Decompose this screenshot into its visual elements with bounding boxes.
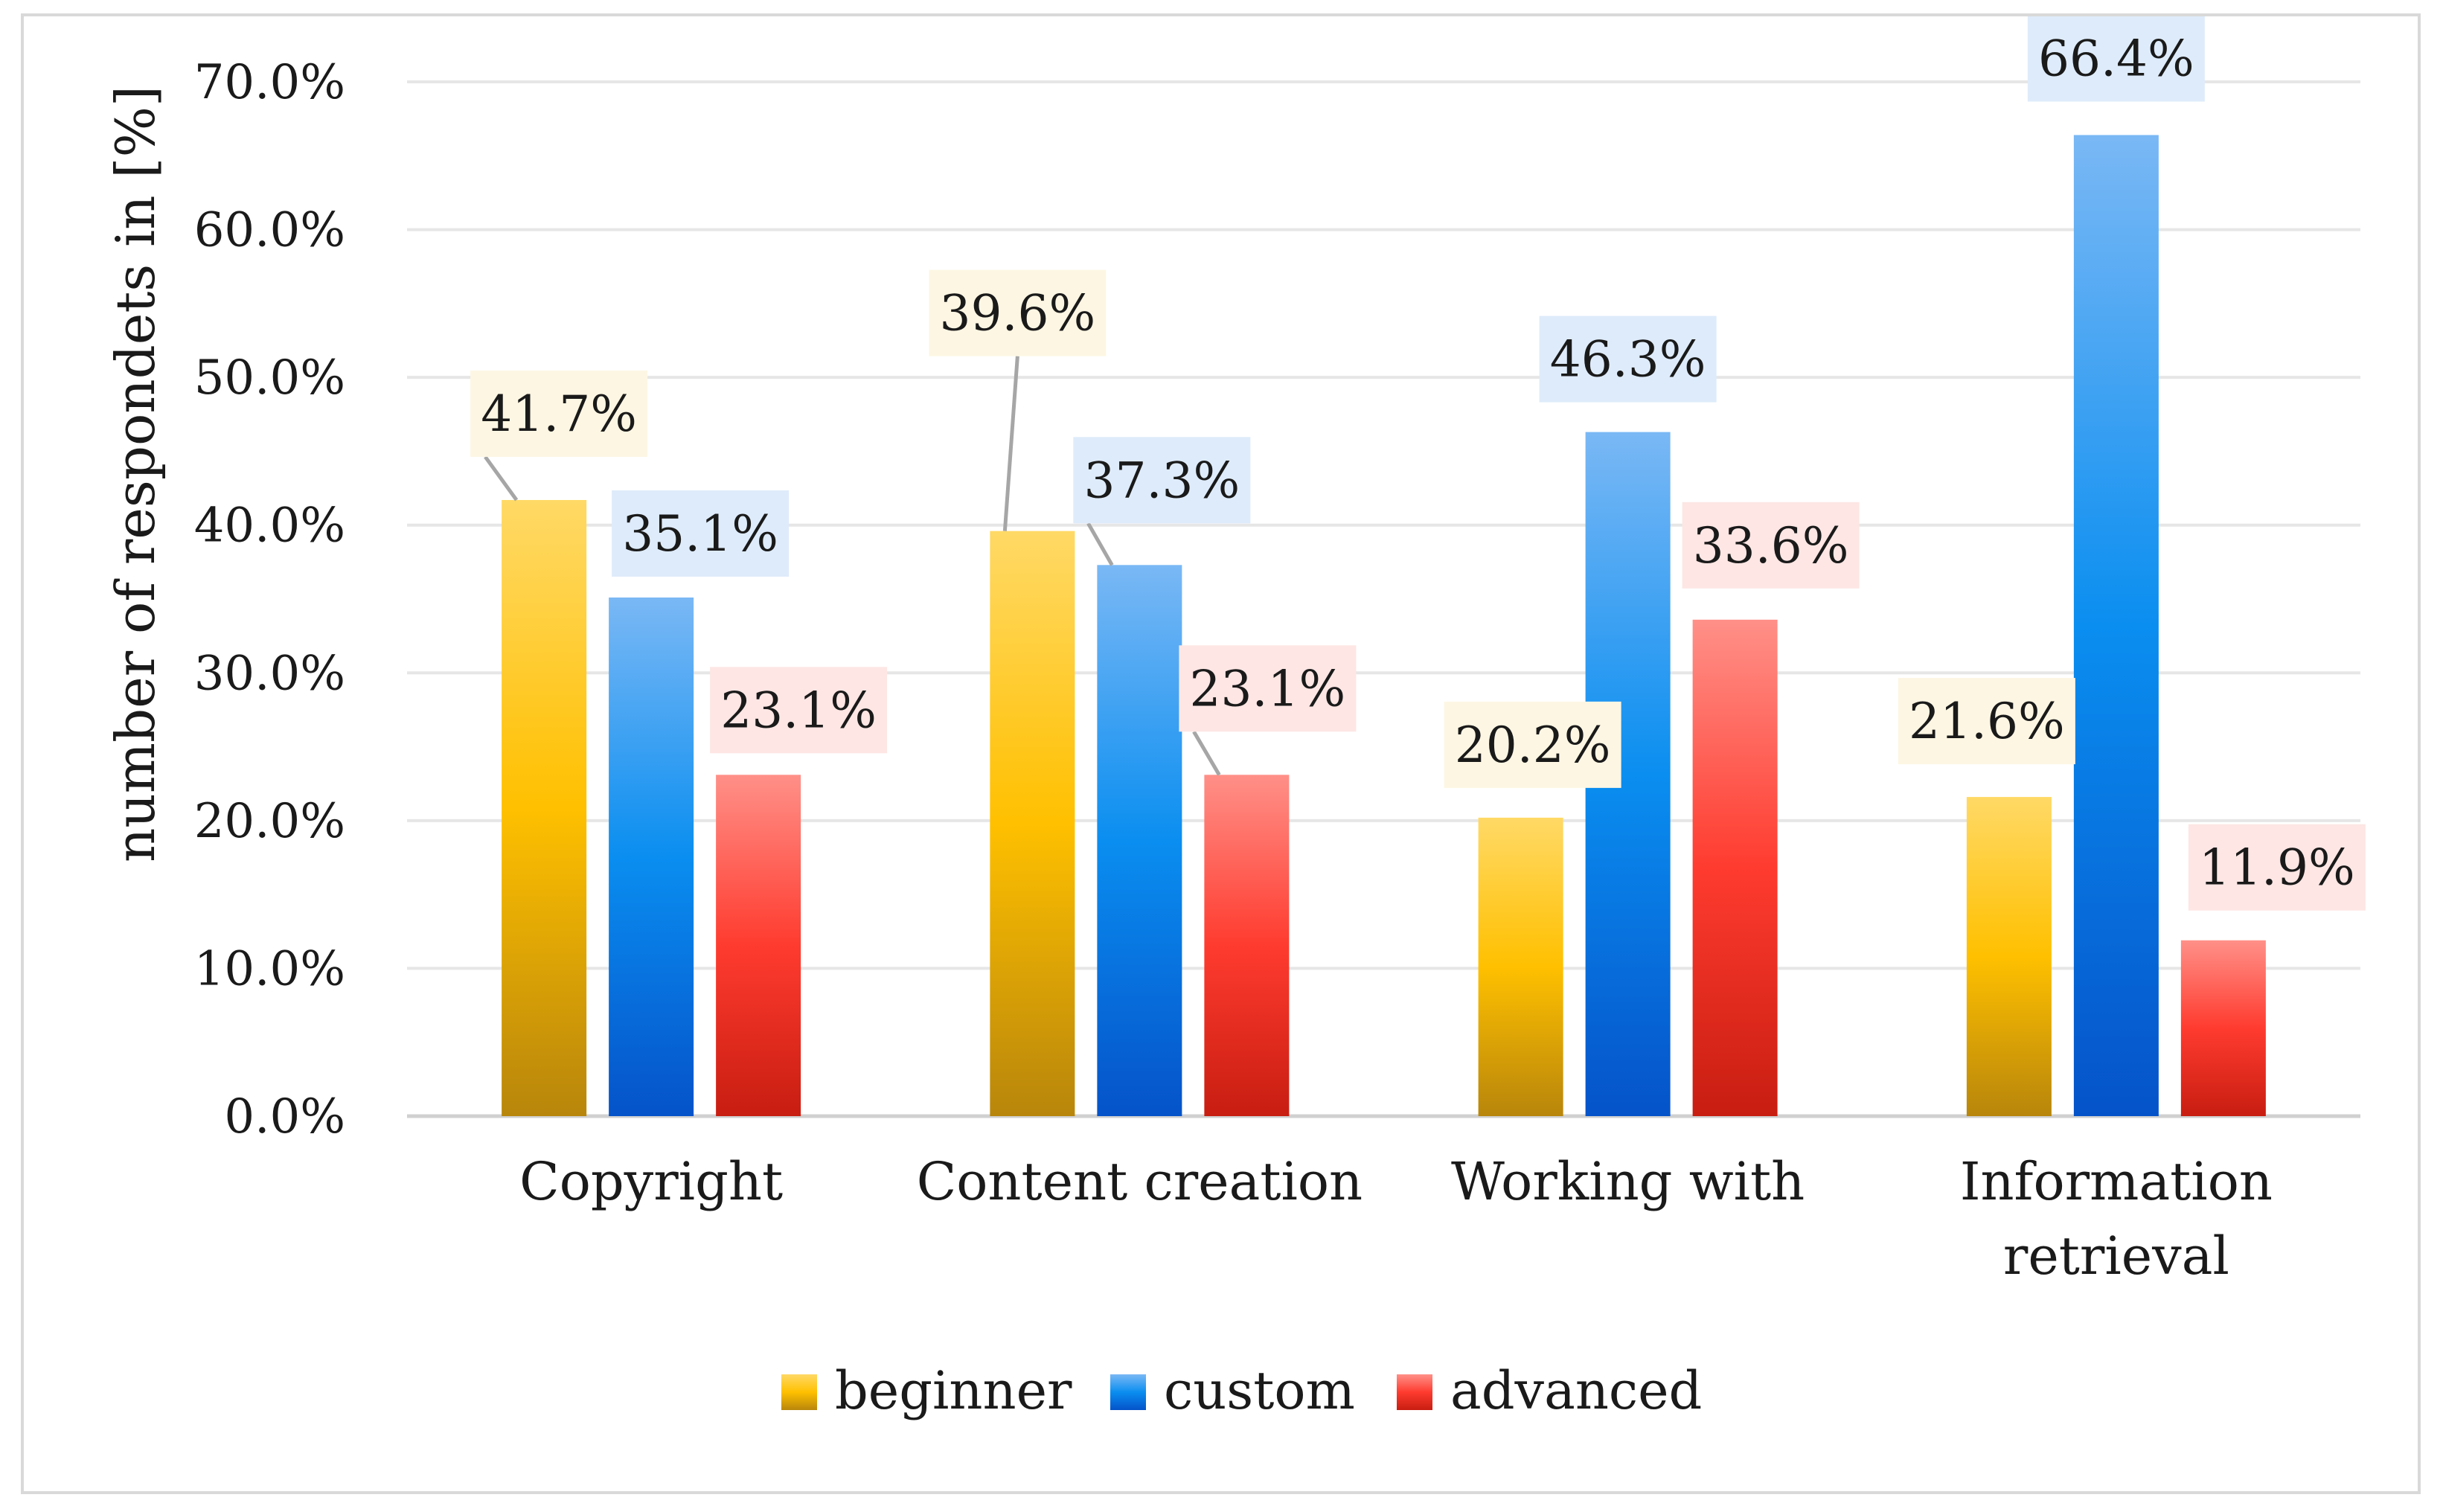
data-label-box xyxy=(2188,824,2366,911)
data-label-box xyxy=(1898,678,2075,765)
y-tick-label: 40.0% xyxy=(194,499,345,554)
y-tick-label: 10.0% xyxy=(194,941,345,996)
bar-custom-1 xyxy=(609,598,694,1116)
bar-custom-2 xyxy=(1097,565,1182,1116)
legend-label-custom: custom xyxy=(1164,1360,1355,1421)
data-label-advanced-1: 23.1% xyxy=(720,682,877,739)
chart-frame: 0.0% 10.0% 20.0% 30.0% 40.0% 50.0% 60.0% 70.0% … xyxy=(21,13,2421,1494)
data-label-box xyxy=(1539,315,1717,403)
leader-line xyxy=(484,455,519,502)
x-category-label: Information xyxy=(1960,1151,2273,1212)
data-label-beginner-1: 41.7% xyxy=(481,385,637,443)
data-label-advanced-4: 11.9% xyxy=(2199,839,2355,897)
legend-label-beginner: beginner xyxy=(835,1360,1072,1421)
y-tick-label: 60.0% xyxy=(194,203,345,258)
data-label-box xyxy=(1179,645,1357,732)
leader-line xyxy=(1086,522,1114,566)
label-leaders xyxy=(484,356,1221,776)
legend: beginner custom advanced xyxy=(781,1360,1702,1421)
data-label-advanced-3: 33.6% xyxy=(1693,517,1849,574)
x-category-label: retrieval xyxy=(2003,1226,2229,1287)
x-axis: Copyright Content creation Working with Inf… xyxy=(519,1151,2273,1287)
legend-swatch-custom xyxy=(1110,1374,1146,1410)
bar-beginner-4 xyxy=(1966,797,2052,1116)
y-tick-label: 70.0% xyxy=(194,55,345,110)
data-label-box xyxy=(1444,701,1621,788)
data-label-box xyxy=(929,269,1107,356)
data-label-box xyxy=(1073,437,1251,524)
y-tick-label: 0.0% xyxy=(224,1089,345,1144)
y-axis-title: number of respondets in [%] xyxy=(104,86,167,862)
x-category-label: Copyright xyxy=(519,1151,783,1212)
bar-advanced-2 xyxy=(1204,775,1290,1116)
data-label-box xyxy=(612,490,790,577)
data-label-box xyxy=(2027,16,2205,102)
data-label-advanced-2: 23.1% xyxy=(1190,660,1346,717)
bar-advanced-1 xyxy=(716,775,801,1116)
y-tick-label: 20.0% xyxy=(194,794,345,849)
legend-label-advanced: advanced xyxy=(1450,1360,1702,1421)
data-label-box xyxy=(1682,502,1860,589)
bar-beginner-2 xyxy=(990,531,1075,1116)
bar-advanced-3 xyxy=(1692,619,1778,1116)
data-label-box xyxy=(710,667,888,754)
legend-swatch-beginner xyxy=(781,1374,817,1410)
leader-line xyxy=(1192,731,1221,776)
bar-chart: 0.0%10.0%20.0%30.0%40.0%50.0%60.0%70.0% … xyxy=(104,16,2366,1421)
data-labels: 41.7% 35.1% 23.1% 39.6% 37.3% 23.1% 20.2% 46.3%… xyxy=(470,16,2366,911)
data-label-box xyxy=(470,370,648,457)
legend-swatch-advanced xyxy=(1397,1374,1432,1410)
data-label-beginner-3: 20.2% xyxy=(1455,717,1611,774)
y-axis: 0.0% 10.0% 20.0% 30.0% 40.0% 50.0% 60.0% 70.0% xyxy=(194,55,2360,1144)
data-label-custom-2: 37.3% xyxy=(1084,452,1240,509)
x-category-label: Working with xyxy=(1451,1151,1805,1212)
bar-advanced-4 xyxy=(2180,940,2266,1116)
x-category-label: Content creation xyxy=(917,1151,1363,1212)
data-label-beginner-4: 21.6% xyxy=(1909,693,2065,750)
data-label-custom-3: 46.3% xyxy=(1550,331,1706,388)
data-label-beginner-2: 39.6% xyxy=(940,285,1096,342)
y-tick-label: 50.0% xyxy=(194,350,345,406)
bar-beginner-1 xyxy=(502,499,587,1116)
bar-beginner-3 xyxy=(1478,817,1563,1116)
data-label-custom-1: 35.1% xyxy=(622,505,778,563)
leader-line xyxy=(1002,356,1019,531)
bar-custom-4 xyxy=(2073,135,2159,1116)
bars xyxy=(502,135,2266,1116)
data-label-custom-4: 66.4% xyxy=(2038,30,2194,87)
y-tick-label: 30.0% xyxy=(194,646,345,701)
